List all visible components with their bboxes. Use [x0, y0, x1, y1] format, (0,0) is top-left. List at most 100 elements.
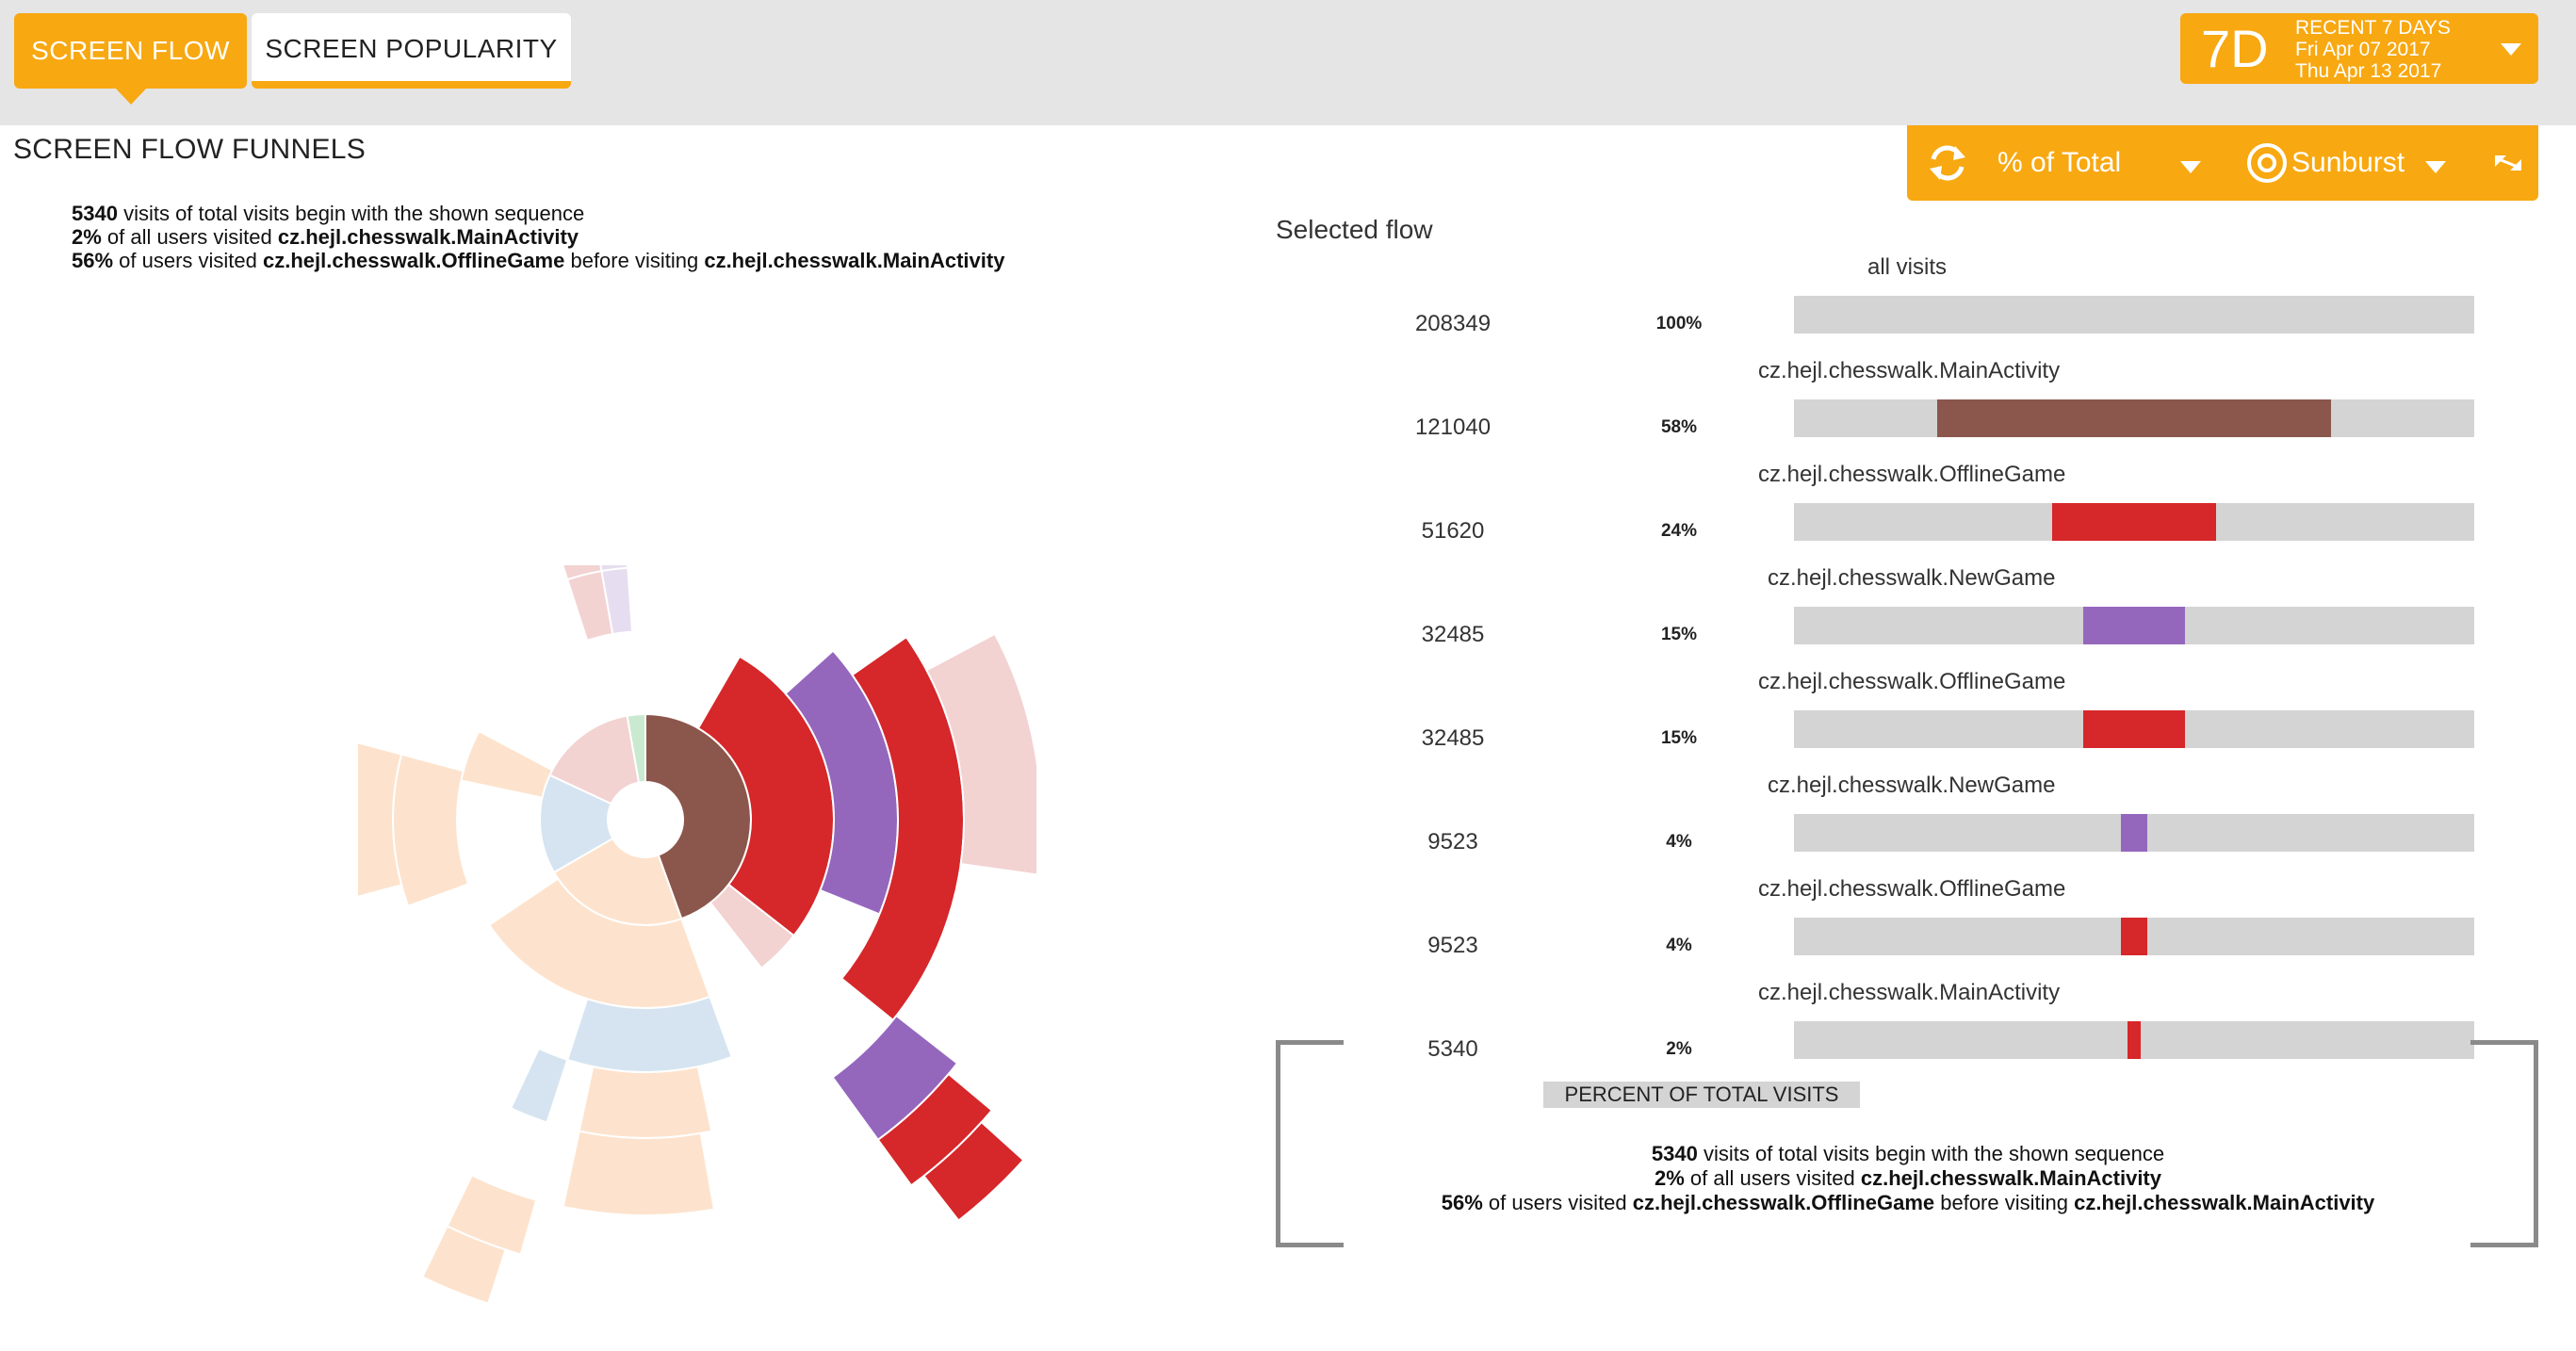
- flow-row-label: cz.hejl.chesswalk.OfflineGame: [1758, 462, 2066, 487]
- metric-label: % of Total: [1997, 147, 2122, 178]
- sunburst-segment[interactable]: [626, 712, 646, 784]
- summary-line-3: 56% of users visited cz.hejl.chesswalk.O…: [1276, 1191, 2540, 1215]
- flow-row-label: cz.hejl.chesswalk.OfflineGame: [1758, 669, 2066, 694]
- summary-line-2: 2% of all users visited cz.hejl.chesswal…: [1276, 1166, 2540, 1191]
- funnel-summary-bottom: 5340 visits of total visits begin with t…: [1276, 1142, 2540, 1215]
- sunburst-chart[interactable]: [358, 565, 1036, 1338]
- sunburst-segment[interactable]: [548, 714, 641, 806]
- flow-row-bar[interactable]: [1794, 399, 2474, 437]
- sunburst-segment[interactable]: [358, 738, 403, 903]
- flow-row-percent: 15%: [1660, 625, 1698, 644]
- flow-row-label: cz.hejl.chesswalk.NewGame: [1768, 565, 2056, 591]
- sunburst-segment[interactable]: [392, 753, 470, 907]
- flow-row-percent: 58%: [1660, 417, 1698, 437]
- flow-row-percent: 4%: [1666, 832, 1692, 852]
- sunburst-segment[interactable]: [590, 565, 629, 573]
- summary-ratio-screen: cz.hejl.chesswalk.OfflineGame: [263, 249, 565, 272]
- legend-bracket-left: [1276, 1040, 1344, 1247]
- summary-line-2: 2% of all users visited cz.hejl.chesswal…: [72, 225, 1004, 249]
- summary-ratio-middle: before visiting: [1934, 1191, 2075, 1214]
- summary-visits-text: visits of total visits begin with the sh…: [1697, 1142, 2165, 1165]
- flow-row-count: 5340: [1427, 1036, 1478, 1062]
- expand-icon[interactable]: [2489, 125, 2527, 201]
- flow-row-count: 9523: [1427, 933, 1478, 958]
- sunburst-segment[interactable]: [565, 995, 733, 1073]
- metric-selector[interactable]: % of Total: [1997, 125, 2224, 201]
- sunburst-segment-offline-game[interactable]: [922, 1120, 1025, 1222]
- summary-visits-value: 5340: [1651, 1142, 1698, 1165]
- flow-row-bar-fill: [2120, 814, 2148, 852]
- summary-visits-text: visits of total visits begin with the sh…: [117, 202, 585, 225]
- refresh-icon[interactable]: [1926, 125, 1969, 201]
- flow-row-label: cz.hejl.chesswalk.OfflineGame: [1758, 876, 2066, 902]
- sunburst-segment[interactable]: [925, 632, 1036, 876]
- selected-flow-title: Selected flow: [1276, 215, 1433, 244]
- flow-row-bar[interactable]: [1794, 814, 2474, 852]
- flow-row-label: cz.hejl.chesswalk.MainActivity: [1758, 980, 2061, 1005]
- tab-screen-flow[interactable]: SCREEN FLOW: [14, 13, 247, 105]
- summary-line-1: 5340 visits of total visits begin with t…: [72, 202, 1004, 225]
- summary-ratio-value: 56%: [1441, 1191, 1483, 1214]
- sunburst-segment[interactable]: [420, 1225, 507, 1305]
- flow-row-percent: 100%: [1655, 314, 1703, 334]
- summary-users-value: 2%: [1654, 1166, 1685, 1190]
- visualization-selector[interactable]: Sunburst: [2246, 125, 2444, 201]
- summary-ratio-middle: before visiting: [564, 249, 705, 272]
- flow-row-bar[interactable]: [1794, 710, 2474, 748]
- flow-row-count: 51620: [1421, 518, 1485, 544]
- date-range-label: RECENT 7 DAYS: [2295, 17, 2451, 39]
- flow-row-bar-fill: [2082, 607, 2186, 644]
- summary-ratio-screen2: cz.hejl.chesswalk.MainActivity: [704, 249, 1005, 272]
- sunburst-segment[interactable]: [709, 883, 796, 970]
- chevron-down-icon[interactable]: [2425, 161, 2446, 173]
- flow-row-bar[interactable]: [1794, 503, 2474, 541]
- summary-ratio-text: of users visited: [1482, 1191, 1633, 1214]
- sunburst-segment[interactable]: [460, 729, 554, 799]
- section-title: SCREEN FLOW FUNNELS: [13, 134, 367, 165]
- flow-row-bar-fill: [2082, 710, 2186, 748]
- flow-row-label: all visits: [1867, 254, 1948, 280]
- flow-row-percent: 2%: [1666, 1039, 1692, 1059]
- tab-screen-popularity[interactable]: SCREEN POPULARITY: [252, 13, 571, 89]
- summary-ratio-screen: cz.hejl.chesswalk.OfflineGame: [1632, 1191, 1935, 1214]
- flow-row-bar-fill: [2052, 503, 2216, 541]
- date-range-selector[interactable]: 7D RECENT 7 DAYS Fri Apr 07 2017 Thu Apr…: [2180, 13, 2538, 84]
- summary-ratio-text: of users visited: [113, 249, 263, 272]
- date-range-to: Thu Apr 13 2017: [2295, 60, 2442, 82]
- flow-row-label: cz.hejl.chesswalk.NewGame: [1768, 773, 2056, 798]
- top-bar: SCREEN FLOW SCREEN POPULARITY 7D RECENT …: [0, 0, 2576, 125]
- summary-users-screen: cz.hejl.chesswalk.MainActivity: [277, 225, 579, 249]
- flow-row-bar[interactable]: [1794, 1021, 2474, 1059]
- summary-line-1: 5340 visits of total visits begin with t…: [1276, 1142, 2540, 1166]
- date-range-details: RECENT 7 DAYS Fri Apr 07 2017 Thu Apr 13…: [2295, 17, 2451, 82]
- flow-row-bar-fill: [1936, 399, 2332, 437]
- summary-ratio-screen2: cz.hejl.chesswalk.MainActivity: [2074, 1191, 2375, 1214]
- summary-users-screen: cz.hejl.chesswalk.MainActivity: [1860, 1166, 2161, 1190]
- sunburst-segment[interactable]: [509, 1047, 569, 1124]
- flow-row-bar[interactable]: [1794, 296, 2474, 334]
- chevron-down-icon[interactable]: [2180, 161, 2201, 173]
- flow-row-bar-fill: [1794, 296, 2474, 334]
- visualization-label: Sunburst: [2291, 147, 2405, 178]
- flow-row-bar-fill: [2120, 918, 2148, 955]
- sunburst-segment[interactable]: [562, 1130, 716, 1216]
- flow-row-bar[interactable]: [1794, 918, 2474, 955]
- funnel-summary: 5340 visits of total visits begin with t…: [72, 202, 1004, 272]
- date-range-from: Fri Apr 07 2017: [2295, 39, 2431, 60]
- flow-row-count: 208349: [1414, 311, 1492, 336]
- summary-users-text: of all users visited: [101, 225, 278, 249]
- sunburst-segment[interactable]: [578, 1065, 713, 1139]
- flow-row-bar[interactable]: [1794, 607, 2474, 644]
- flow-row-percent: 15%: [1660, 728, 1698, 748]
- flow-row-bar-fill: [2127, 1021, 2142, 1059]
- flow-row-label: cz.hejl.chesswalk.MainActivity: [1758, 358, 2061, 383]
- flow-row-percent: 24%: [1660, 521, 1698, 541]
- summary-users-value: 2%: [72, 225, 102, 249]
- flow-row-count: 9523: [1427, 829, 1478, 855]
- date-range-short: 7D: [2201, 19, 2269, 78]
- summary-visits-value: 5340: [72, 202, 118, 225]
- chart-toolbar: % of Total Sunburst: [1907, 125, 2538, 201]
- flow-row-count: 32485: [1421, 622, 1485, 647]
- flow-row-count: 121040: [1414, 415, 1492, 440]
- flow-row-percent: 4%: [1666, 936, 1692, 955]
